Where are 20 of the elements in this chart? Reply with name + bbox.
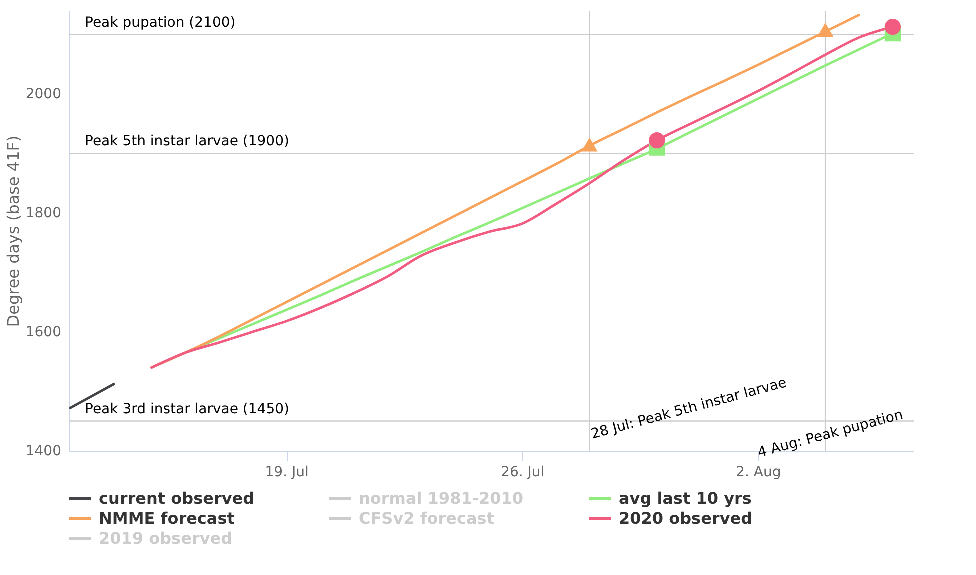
legend-label: current observed: [99, 489, 255, 508]
ref-line-label: Peak pupation (2100): [85, 14, 236, 31]
legend-label: NMME forecast: [99, 509, 236, 528]
point: [582, 138, 598, 152]
legend-label: avg last 10 yrs: [619, 489, 752, 508]
x-tick-label: 19. Jul: [265, 464, 309, 480]
x-tick-label: 26. Jul: [501, 464, 545, 480]
ref-line-label: Peak 5th instar larvae (1900): [85, 134, 290, 150]
y-tick-label: 1800: [26, 206, 62, 222]
ref-line-label: Peak 3rd instar larvae (1450): [85, 401, 290, 418]
y-tick-label: 1400: [26, 444, 62, 460]
y-axis-title: Degree days (base 41F): [4, 136, 23, 328]
ref-line-label: 28 Jul: Peak 5th instar larvae: [590, 375, 789, 443]
y-tick-label: 1600: [26, 324, 62, 341]
legend-label: 2020 observed: [619, 509, 753, 528]
point: [884, 19, 902, 36]
x-tick-label: 2. Aug: [736, 464, 782, 480]
point: [818, 23, 834, 38]
point: [649, 132, 666, 149]
y-tick-label: 2000: [26, 86, 62, 103]
